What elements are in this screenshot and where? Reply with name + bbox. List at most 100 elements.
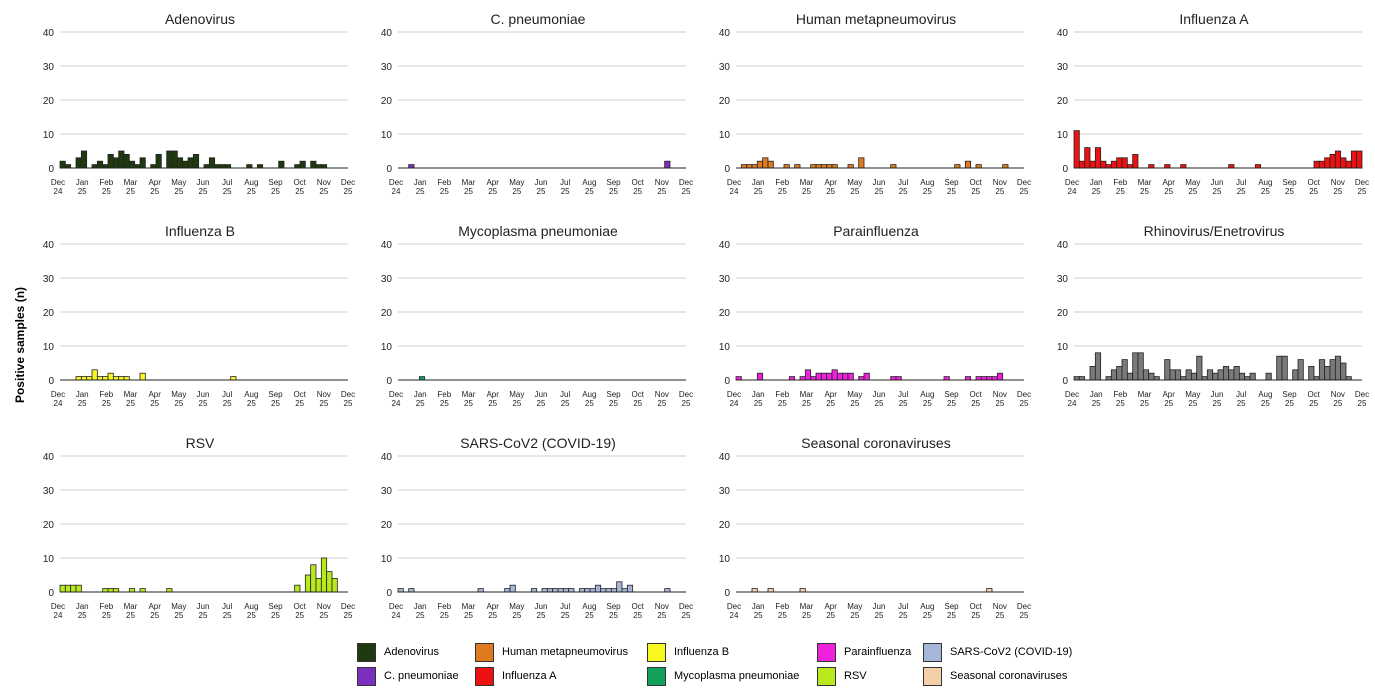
x-tick-label: 25 (899, 611, 908, 620)
x-tick-label: 25 (1285, 187, 1294, 196)
y-tick-label: 20 (43, 520, 55, 531)
x-tick-label: 24 (730, 611, 739, 620)
y-tick-label: 10 (43, 342, 55, 353)
x-tick-label: 25 (923, 187, 932, 196)
x-tick-label: Apr (1162, 390, 1175, 399)
x-tick-label: Feb (99, 602, 113, 611)
bar (964, 160, 972, 169)
x-tick-label: 25 (923, 399, 932, 408)
bar (756, 160, 764, 169)
x-tick-label: Jan (76, 390, 89, 399)
x-tick-label: Oct (631, 390, 644, 399)
y-tick-label: 0 (724, 588, 730, 599)
bar (166, 588, 173, 593)
x-tick-label: Jun (1211, 178, 1224, 187)
x-tick-label: Apr (824, 390, 837, 399)
panel-human-metapneumovirus: Human metapneumovirus010203040Dec24Jan25… (719, 11, 1031, 196)
bar (815, 372, 822, 381)
x-tick-label: Jan (76, 602, 89, 611)
panel-c-pneumoniae: C. pneumoniae010203040Dec24Jan25Feb25Mar… (381, 11, 693, 196)
y-tick-label: 20 (43, 308, 55, 319)
bar (895, 376, 902, 381)
bar (123, 153, 130, 169)
bar (171, 150, 178, 169)
bar (847, 164, 854, 169)
bar (799, 376, 806, 381)
x-tick-label: May (171, 178, 186, 187)
x-tick-label: Dec (1065, 390, 1079, 399)
x-tick-label: 25 (1261, 187, 1270, 196)
x-tick-label: 25 (174, 611, 183, 620)
x-tick-label: 25 (537, 187, 546, 196)
x-tick-label: 25 (126, 611, 135, 620)
y-tick-label: 0 (386, 588, 392, 599)
x-tick-label: 25 (802, 399, 811, 408)
x-tick-label: Jan (1090, 390, 1103, 399)
bar (192, 153, 200, 169)
x-tick-label: 25 (271, 399, 280, 408)
x-tick-label: 25 (1188, 187, 1197, 196)
x-tick-label: 25 (947, 399, 956, 408)
bar (1329, 153, 1336, 169)
bar (166, 150, 173, 169)
y-tick-label: 10 (719, 130, 731, 141)
y-tick-label: 10 (719, 342, 731, 353)
bar (214, 164, 221, 169)
x-tick-label: Jan (414, 602, 427, 611)
x-tick-label: Feb (1113, 178, 1127, 187)
legend-swatch (475, 642, 494, 662)
x-tick-label: Jun (873, 390, 886, 399)
legend-item: Influenza A (475, 666, 556, 686)
legend-item: Mycoplasma pneumoniae (647, 666, 799, 686)
x-tick-label: 25 (1213, 399, 1222, 408)
x-tick-label: Jan (752, 390, 765, 399)
bar (320, 557, 328, 593)
x-tick-label: Oct (293, 178, 306, 187)
y-axis-label: Positive samples (n) (13, 286, 27, 404)
x-tick-label: Aug (582, 178, 596, 187)
x-tick-label: Jul (222, 602, 232, 611)
x-tick-label: Mar (124, 390, 138, 399)
x-tick-label: 25 (850, 611, 859, 620)
bar (1105, 376, 1112, 381)
y-tick-label: 20 (719, 308, 731, 319)
bar (1329, 359, 1336, 381)
bar (310, 564, 317, 593)
x-tick-label: 25 (247, 611, 256, 620)
x-tick-label: 25 (102, 611, 111, 620)
legend-swatch (647, 642, 666, 662)
x-tick-label: 25 (947, 611, 956, 620)
bar (1126, 372, 1134, 381)
x-tick-label: 25 (1309, 399, 1318, 408)
bar (616, 581, 623, 593)
bar (842, 372, 849, 381)
x-tick-label: Dec (341, 178, 355, 187)
x-tick-label: Jul (560, 602, 570, 611)
bar (320, 164, 328, 169)
bar (1265, 372, 1272, 381)
bar (1228, 164, 1235, 169)
bar (102, 376, 109, 381)
x-tick-label: 25 (875, 611, 884, 620)
bar (75, 157, 82, 169)
x-tick-label: Oct (293, 602, 306, 611)
bar (1292, 369, 1299, 381)
bar (600, 588, 607, 593)
legend-item: Influenza B (647, 642, 729, 662)
bar (128, 588, 136, 593)
x-tick-label: 25 (295, 187, 304, 196)
x-tick-label: Feb (1113, 390, 1127, 399)
x-tick-label: Jul (560, 178, 570, 187)
bar (810, 376, 817, 381)
x-tick-label: Oct (1307, 390, 1320, 399)
x-tick-label: Nov (1331, 178, 1345, 187)
legend-label: Adenovirus (384, 646, 440, 658)
x-tick-label: Mar (800, 602, 814, 611)
y-tick-label: 10 (43, 554, 55, 565)
x-tick-label: 24 (730, 187, 739, 196)
x-tick-label: Apr (824, 178, 837, 187)
y-tick-label: 0 (48, 164, 54, 175)
x-tick-label: Feb (99, 178, 113, 187)
y-tick-label: 0 (386, 376, 392, 387)
x-tick-label: 25 (899, 399, 908, 408)
